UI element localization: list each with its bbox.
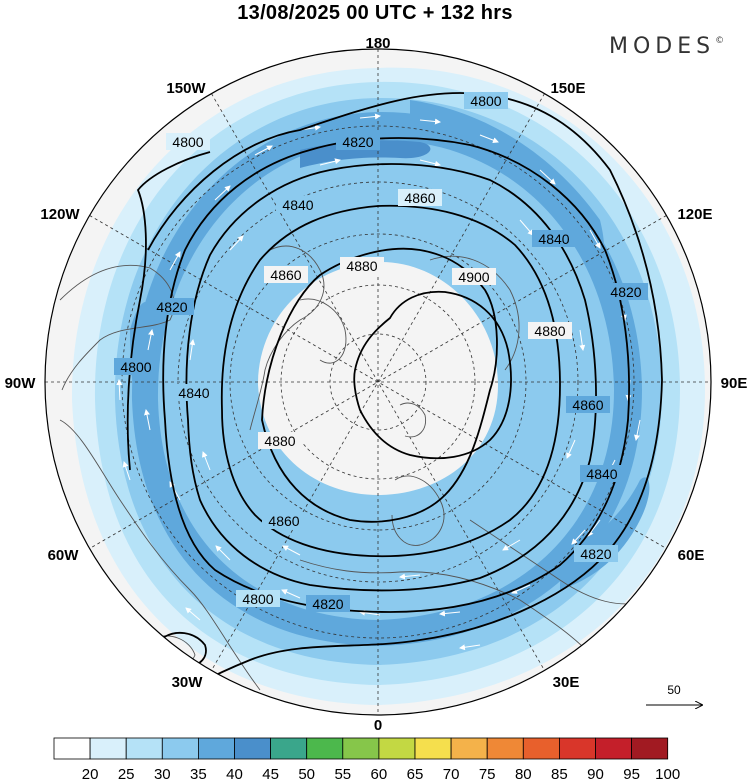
lon-label-60w: 60W: [48, 547, 80, 564]
brand-mark: ©: [715, 36, 725, 46]
colorbar-tick-label: 45: [262, 766, 279, 782]
colorbar-tick-label: 100: [655, 766, 680, 782]
colorbar-box: [306, 737, 344, 760]
lon-label-30e: 30E: [553, 674, 580, 691]
lon-label-150w: 150W: [166, 80, 206, 97]
coastlines: [59, 245, 651, 691]
contour-label: 4820: [312, 596, 343, 612]
contour-label: 4860: [268, 513, 299, 529]
colorbar-tick-label: 55: [334, 766, 351, 782]
meridians: [45, 49, 711, 715]
colorbar-box: [631, 737, 669, 760]
lon-label-30w: 30W: [172, 674, 204, 691]
contour-label: 4820: [610, 284, 641, 300]
colorbar-tick-label: 65: [407, 766, 424, 782]
contour-label: 4820: [580, 546, 611, 562]
brand-name: MODES: [609, 34, 716, 59]
contour-label: 4840: [282, 197, 313, 213]
contour-labels: 4800 4800 4820 4840 4860 4860 4880 4900 …: [114, 92, 648, 612]
colorbar-tick-label: 60: [371, 766, 388, 782]
polar-map: 4800 4800 4820 4840 4860 4860 4880 4900 …: [5, 35, 748, 734]
colorbar-tick-label: 50: [298, 766, 315, 782]
colorbar-box: [378, 737, 416, 760]
colorbar-box: [342, 737, 380, 760]
colorbar-box: [161, 737, 199, 760]
colorbar: 20 25 30 35 40 45 50 55 60 65 70 75 80 85 90 95 100: [53, 737, 680, 782]
colorbar-box: [125, 737, 163, 760]
map-boundary: [44, 48, 712, 716]
contour-label: 4900: [458, 269, 489, 285]
colorbar-tick-label: 40: [226, 766, 243, 782]
colorbar-box: [89, 737, 127, 760]
lon-label-150e: 150E: [550, 80, 585, 97]
contour-label: 4880: [534, 323, 565, 339]
colorbar-tick-label: 20: [82, 766, 99, 782]
colorbar-box: [414, 737, 452, 760]
contour-label: 4840: [538, 231, 569, 247]
height-contours: [126, 92, 663, 715]
colorbar-tick-label: 90: [587, 766, 604, 782]
colorbar-box: [559, 737, 596, 760]
colorbar-box: [53, 737, 91, 760]
lon-label-90e: 90E: [721, 375, 748, 392]
colorbar-tick-label: 70: [443, 766, 460, 782]
colorbar-box: [270, 737, 308, 760]
colorbar-box: [197, 737, 235, 760]
longitude-labels: 180 150E 120E 90E 60E 30E 0 30W 60W 90W …: [5, 35, 748, 734]
contour-label: 4840: [178, 385, 209, 401]
contour-label: 4800: [242, 591, 273, 607]
contour-label: 4800: [120, 359, 151, 375]
colorbar-box: [522, 737, 560, 760]
reference-vector: 50: [646, 683, 720, 720]
contour-label: 4880: [264, 433, 295, 449]
colorbar-boxes: [53, 737, 669, 760]
contour-label: 4820: [156, 299, 187, 315]
colorbar-ticks: 20 25 30 35 40 45 50 55 60 65 70 75 80 85 90 95 100: [82, 766, 680, 782]
colorbar-tick-label: 30: [154, 766, 171, 782]
contour-label: 4860: [404, 190, 435, 206]
lon-label-0: 0: [374, 717, 382, 734]
colorbar-tick-label: 25: [118, 766, 135, 782]
contour-label: 4800: [470, 93, 501, 109]
contour-label: 4860: [572, 397, 603, 413]
colorbar-tick-label: 75: [479, 766, 496, 782]
lon-label-120w: 120W: [40, 206, 80, 223]
contour-label: 4860: [270, 267, 301, 283]
contour-label: 4820: [342, 134, 373, 150]
map-title: 13/08/2025 00 UTC + 132 hrs: [237, 2, 513, 24]
brand-logo: MODES©: [609, 34, 724, 59]
colorbar-box: [450, 737, 488, 760]
colorbar-box: [486, 737, 524, 760]
colorbar-tick-label: 95: [623, 766, 640, 782]
colorbar-tick-label: 85: [551, 766, 568, 782]
contour-label: 4800: [172, 134, 203, 150]
lon-label-90w: 90W: [5, 375, 37, 392]
colorbar-box: [595, 737, 632, 760]
lon-label-120e: 120E: [677, 206, 712, 223]
colorbar-tick-label: 35: [190, 766, 207, 782]
lon-label-60e: 60E: [678, 547, 705, 564]
colorbar-box: [234, 737, 271, 760]
lon-label-180: 180: [365, 35, 390, 52]
colorbar-tick-label: 80: [515, 766, 532, 782]
reference-vector-value: 50: [667, 683, 681, 697]
contour-label: 4880: [346, 258, 377, 274]
contour-label: 4840: [586, 466, 617, 482]
